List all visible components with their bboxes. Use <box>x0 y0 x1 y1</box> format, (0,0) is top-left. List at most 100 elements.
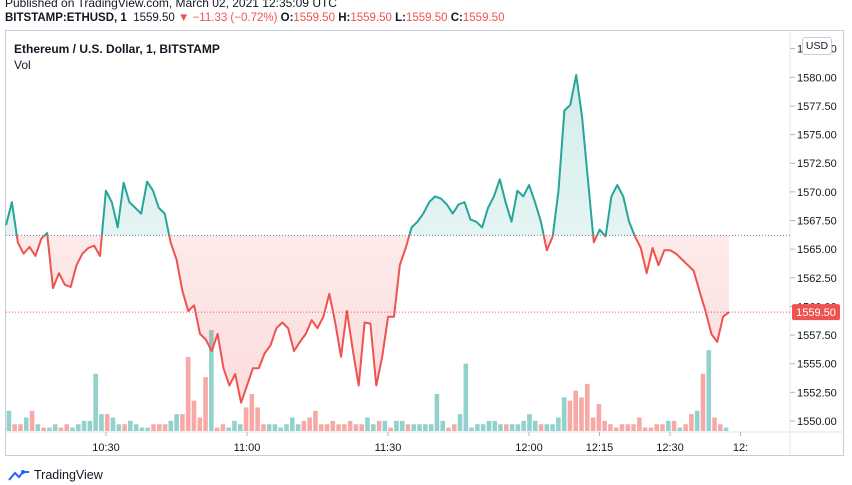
last-price: 1559.50 <box>133 12 175 24</box>
volume-bar <box>637 417 642 431</box>
change-value: −11.33 (−0.72%) <box>192 12 278 24</box>
volume-bar <box>446 427 451 431</box>
volume-bar <box>631 424 636 431</box>
volume-bar <box>544 424 550 431</box>
volume-bar <box>608 424 613 431</box>
volume-bar <box>370 424 376 431</box>
volume-bar <box>214 427 220 431</box>
volume-bar <box>266 424 272 431</box>
volume-bar <box>718 424 723 431</box>
volume-bar <box>64 424 70 431</box>
volume-bar <box>70 427 75 431</box>
volume-bar <box>556 417 561 431</box>
volume-bar <box>313 410 318 431</box>
y-tick-label: 1555.00 <box>797 359 837 371</box>
currency-button[interactable]: USD <box>802 37 832 55</box>
open-value: 1559.50 <box>293 12 335 24</box>
volume-bar <box>93 373 98 431</box>
high-value: 1559.50 <box>350 12 392 24</box>
volume-bar <box>451 424 457 431</box>
y-tick-label: 1575.00 <box>797 130 837 142</box>
volume-bar <box>550 424 555 431</box>
volume-bar <box>278 427 284 431</box>
volume-bar <box>579 397 584 431</box>
volume-bar <box>498 424 503 431</box>
volume-bar <box>203 377 208 431</box>
volume-bar <box>660 424 665 431</box>
low-value: 1559.50 <box>405 12 448 24</box>
volume-bar <box>168 420 174 431</box>
volume-bar <box>58 427 64 431</box>
price-label-tag: 1559.50 <box>792 304 840 321</box>
published-note: Published on TradingView.com, March 02, … <box>5 0 337 10</box>
volume-bar <box>272 424 278 431</box>
volume-bar <box>290 417 295 431</box>
symbol-label: BITSTAMP:ETHUSD, 1 <box>5 12 127 24</box>
tradingview-logo-icon <box>8 470 29 481</box>
volume-bar <box>596 404 602 431</box>
volume-bar <box>492 420 498 431</box>
volume-bar <box>81 420 87 431</box>
volume-bar <box>423 424 428 431</box>
volume-bar <box>133 424 139 431</box>
volume-bar <box>376 420 382 431</box>
volume-bar <box>463 363 469 431</box>
footer-brand[interactable]: TradingView <box>8 468 103 482</box>
volume-bar <box>561 397 567 431</box>
price-line-below <box>15 235 730 404</box>
volume-bar <box>689 414 694 431</box>
open-label: O: <box>280 12 294 24</box>
volume-bar <box>139 427 145 431</box>
volume-bar <box>162 424 168 431</box>
brand-name: TradingView <box>34 468 103 482</box>
close-value: 1559.50 <box>462 12 505 24</box>
volume-bar <box>47 427 52 431</box>
y-tick-label: 1577.50 <box>797 101 837 113</box>
volume-bar <box>359 424 365 431</box>
x-tick-label: 12:15 <box>586 442 614 454</box>
volume-bar <box>723 427 729 431</box>
volume-bar <box>613 427 619 431</box>
quote-line: BITSTAMP:ETHUSD, 1 1559.50 ▼ −11.33 (−0.… <box>5 12 504 24</box>
y-tick-label: 1567.50 <box>797 216 837 228</box>
volume-bar <box>295 424 301 431</box>
volume-bar <box>197 417 203 431</box>
volume-bar <box>87 420 93 431</box>
y-tick-label: 1550.00 <box>797 416 837 428</box>
volume-bar <box>76 424 81 431</box>
area-fill-above <box>6 75 635 236</box>
volume-bar <box>52 424 58 431</box>
y-tick-label: 1557.50 <box>797 330 837 342</box>
volume-bars <box>6 330 729 431</box>
volume-bar <box>110 417 116 431</box>
volume-bar <box>330 420 336 431</box>
y-tick-label: 1552.50 <box>797 387 837 399</box>
volume-bar <box>284 424 289 431</box>
y-tick-label: 1570.00 <box>797 187 837 199</box>
high-label: H: <box>338 12 351 24</box>
volume-bar <box>18 424 23 431</box>
volume-bar <box>174 414 179 431</box>
volume-bar <box>41 427 46 431</box>
volume-bar <box>180 414 185 431</box>
volume-bar <box>706 350 712 431</box>
volume-bar <box>585 383 590 431</box>
x-tick-label: 12:00 <box>515 442 543 454</box>
time-axis[interactable]: 10:30 11:00 11:30 12:00 12:15 12:30 12: <box>92 432 748 454</box>
volume-bar <box>665 420 671 431</box>
volume-bar <box>457 414 463 431</box>
volume-bar <box>428 424 434 431</box>
volume-bar <box>700 373 706 431</box>
volume-bar <box>532 420 538 431</box>
volume-bar <box>365 417 370 431</box>
low-label: L: <box>395 12 406 24</box>
volume-bar <box>99 414 104 431</box>
chart-panel[interactable] <box>5 30 844 456</box>
y-tick-label: 1562.50 <box>797 273 837 285</box>
volume-bar <box>29 410 35 431</box>
volume-bar <box>648 427 654 431</box>
price-axis[interactable]: 1550.001552.501555.001557.501560.001562.… <box>790 44 837 428</box>
volume-bar <box>399 420 405 431</box>
volume-bar <box>342 424 347 431</box>
